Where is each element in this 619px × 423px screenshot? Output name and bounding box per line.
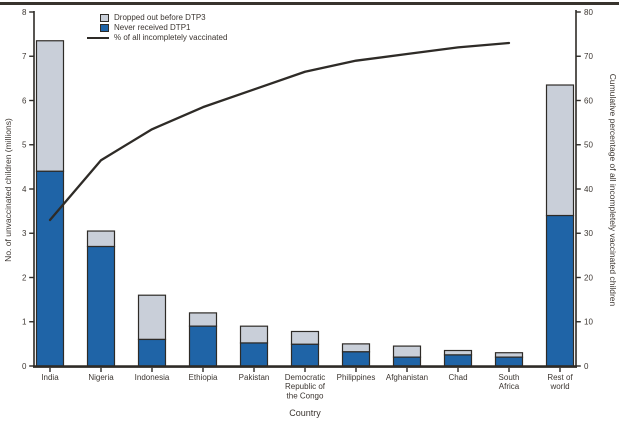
right-tick-label: 60: [584, 96, 593, 105]
right-tick-label: 70: [584, 52, 593, 61]
bar-never-segment: [188, 325, 218, 367]
left-tick-label: 0: [22, 362, 27, 371]
figure-top-rule: [0, 2, 619, 5]
country-label: Afghanistan: [386, 373, 428, 382]
country-label: Democratic Republic of the Congo: [285, 373, 326, 400]
bar-dropout-segment: [392, 345, 422, 358]
bar-dropout-segment: [341, 343, 371, 353]
left-tick-label: 3: [22, 229, 27, 238]
bar-dropout-segment: [290, 330, 320, 345]
legend-swatch-black-line: [87, 36, 109, 40]
axis-title-right: Cumulative percentage of all incompletel…: [608, 74, 618, 307]
right-tick-label: 40: [584, 185, 593, 194]
left-tick-label: 5: [22, 141, 27, 150]
bar-never-segment: [86, 245, 116, 367]
country-label: Indonesia: [135, 373, 170, 382]
right-tick-label: 20: [584, 273, 593, 282]
bar-never-segment: [443, 354, 473, 367]
country-label: Nigeria: [88, 373, 114, 382]
axis-title-left: No. of unvaccinated children (millions): [3, 118, 13, 262]
country-label: Pakistan: [239, 373, 270, 382]
left-tick-label: 2: [22, 273, 27, 282]
axis-title-x: Country: [289, 408, 321, 418]
bar-dropout-segment: [137, 294, 167, 341]
country-label: Philippines: [337, 373, 376, 382]
bar-dropout-segment: [443, 349, 473, 356]
legend-item-cumulative-line: % of all incompletely vaccinated: [87, 33, 227, 43]
country-label: Chad: [448, 373, 467, 382]
chart-legend: Dropped out before DTP3 Never received D…: [87, 13, 227, 43]
bar-dropout-segment: [239, 325, 269, 344]
bar-never-segment: [392, 356, 422, 367]
legend-item-dropped-out: Dropped out before DTP3: [87, 13, 227, 23]
left-tick-label: 8: [22, 8, 27, 17]
country-label: South Africa: [499, 373, 520, 391]
bar-never-segment: [137, 338, 167, 367]
right-tick-label: 50: [584, 141, 593, 150]
bar-dropout-segment: [86, 230, 116, 248]
bar-dropout-segment: [188, 312, 218, 327]
bar-never-segment: [290, 343, 320, 367]
bar-dropout-segment: [35, 40, 65, 172]
bar-dropout-segment: [494, 352, 524, 358]
bar-never-segment: [341, 351, 371, 367]
right-tick-label: 80: [584, 8, 593, 17]
right-tick-label: 0: [584, 362, 589, 371]
bar-never-segment: [545, 214, 575, 367]
cumulative-percentage-line: [48, 41, 511, 222]
bar-never-segment: [239, 342, 269, 367]
country-label: Rest of world: [547, 373, 573, 391]
legend-label-never-received: Never received DTP1: [114, 23, 191, 32]
right-tick-label: 10: [584, 318, 593, 327]
legend-swatch-blue-box: [100, 24, 109, 32]
legend-item-never-received: Never received DTP1: [87, 23, 227, 33]
left-tick-label: 7: [22, 52, 27, 61]
legend-label-dropped-out: Dropped out before DTP3: [114, 13, 206, 22]
bar-never-segment: [494, 356, 524, 367]
left-tick-label: 6: [22, 96, 27, 105]
left-tick-label: 4: [22, 185, 27, 194]
bars-group: [35, 40, 575, 367]
left-tick-label: 1: [22, 318, 27, 327]
country-label: Ethiopia: [189, 373, 218, 382]
country-label: India: [41, 373, 59, 382]
legend-label-cumulative-line: % of all incompletely vaccinated: [114, 33, 228, 42]
bar-never-segment: [35, 170, 65, 367]
right-tick-label: 30: [584, 229, 593, 238]
bar-dropout-segment: [545, 84, 575, 217]
legend-swatch-gray-box: [100, 14, 109, 22]
